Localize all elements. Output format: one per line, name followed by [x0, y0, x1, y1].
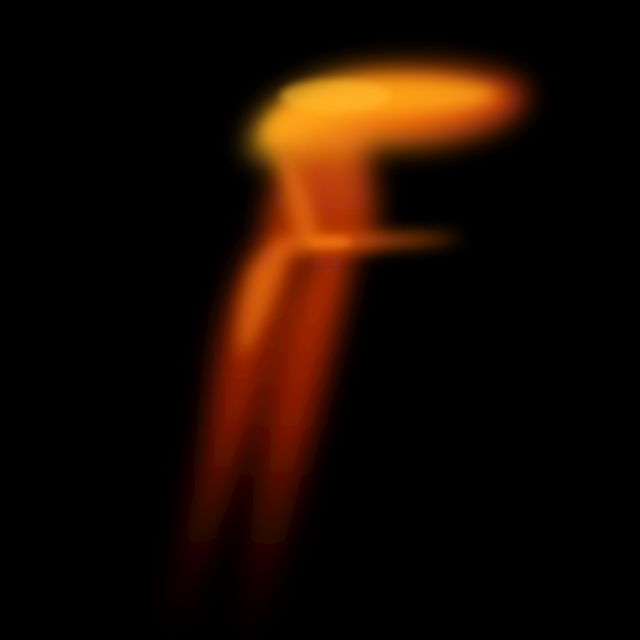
flame-body	[160, 67, 526, 640]
flame-left-tongue	[160, 240, 300, 640]
flame-neck-core	[276, 140, 320, 250]
flame-crossbar-spot	[308, 236, 352, 248]
flame-bright-spot	[280, 80, 390, 112]
flame-left-highlight	[238, 244, 290, 360]
flame-core	[280, 80, 390, 248]
flame-right-tongue	[238, 250, 352, 640]
